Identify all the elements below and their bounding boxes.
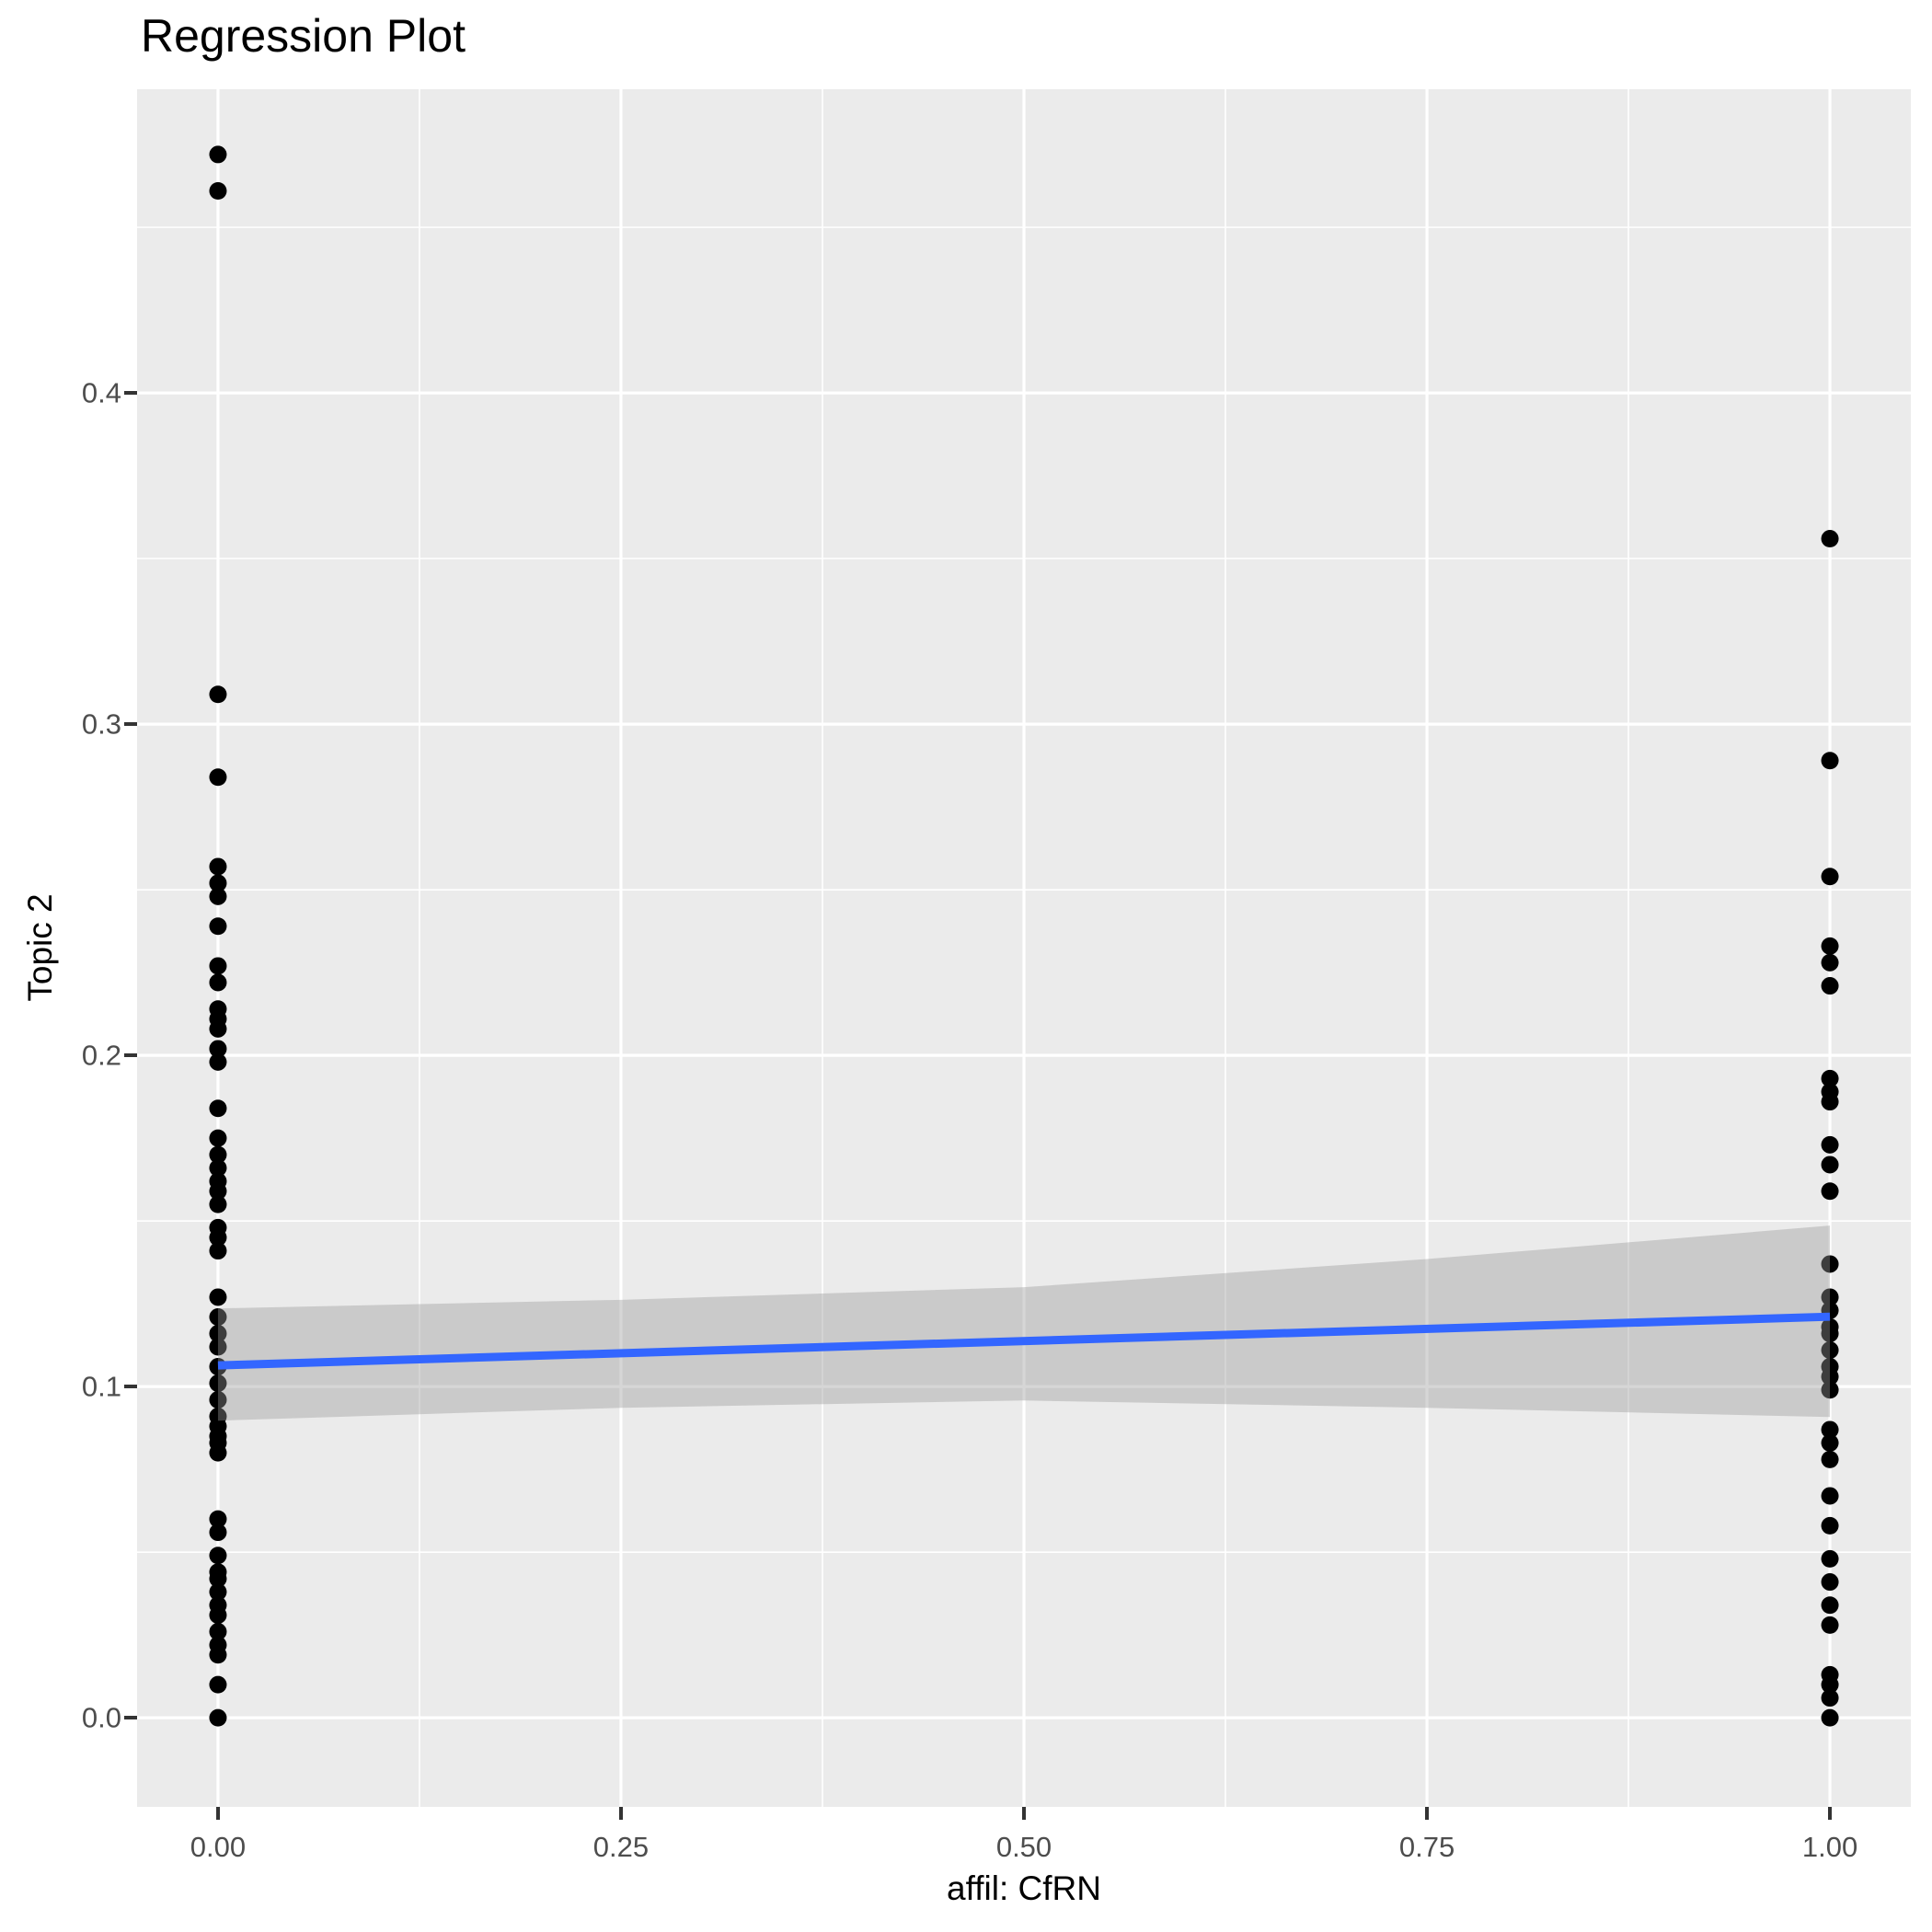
- x-tick-mark: [1425, 1807, 1430, 1820]
- y-tick-label: 0.2: [81, 1039, 121, 1072]
- scatter-point: [1821, 868, 1839, 886]
- y-tick-label: 0.3: [81, 707, 121, 741]
- scatter-point: [209, 1099, 227, 1118]
- scatter-point: [209, 1708, 227, 1727]
- scatter-point: [209, 857, 227, 876]
- scatter-point: [1821, 1708, 1839, 1727]
- scatter-point: [1821, 1182, 1839, 1201]
- scatter-point: [1821, 937, 1839, 955]
- scatter-point: [209, 973, 227, 992]
- y-tick-label: 0.1: [81, 1370, 121, 1403]
- scatter-point: [1821, 1135, 1839, 1154]
- scatter-point: [1821, 1341, 1839, 1360]
- confidence-band: [217, 1225, 1831, 1421]
- scatter-point: [209, 1510, 227, 1528]
- scatter-point: [209, 768, 227, 787]
- x-tick-mark: [1828, 1807, 1833, 1820]
- scatter-point: [209, 1547, 227, 1565]
- scatter-point: [209, 1582, 227, 1601]
- scatter-point: [1821, 953, 1839, 972]
- x-tick-label: 0.75: [1398, 1831, 1455, 1863]
- scatter-point: [1821, 1069, 1839, 1087]
- x-tick-mark: [618, 1807, 623, 1820]
- scatter-point: [1821, 1288, 1839, 1306]
- scatter-point: [1821, 1616, 1839, 1634]
- scatter-point: [209, 145, 227, 164]
- scatter-point: [209, 1570, 227, 1588]
- scatter-point: [1821, 1420, 1839, 1439]
- scatter-point: [209, 1524, 227, 1542]
- scatter-point: [209, 1325, 227, 1343]
- scatter-point: [1821, 977, 1839, 995]
- scatter-point: [1821, 1450, 1839, 1468]
- x-tick-label: 1.00: [1801, 1831, 1858, 1863]
- x-tick-label: 0.00: [190, 1831, 247, 1863]
- scatter-point: [1821, 1487, 1839, 1505]
- y-tick-mark: [124, 1385, 137, 1389]
- scatter-point: [209, 887, 227, 905]
- scatter-point: [209, 1374, 227, 1393]
- scatter-point: [209, 1338, 227, 1356]
- y-tick-mark: [124, 391, 137, 396]
- scatter-point: [1821, 1549, 1839, 1568]
- y-tick-mark: [124, 1053, 137, 1058]
- scatter-point: [209, 1129, 227, 1147]
- scatter-point: [209, 917, 227, 936]
- scatter-point: [209, 874, 227, 892]
- scatter-point: [209, 1443, 227, 1462]
- scatter-point: [1821, 1675, 1839, 1694]
- scatter-point: [209, 1040, 227, 1058]
- scatter-point: [1821, 1433, 1839, 1452]
- scatter-point: [1821, 1255, 1839, 1273]
- y-tick-label: 0.4: [81, 376, 121, 409]
- plot-title: Regression Plot: [141, 10, 466, 62]
- scatter-point: [1821, 1573, 1839, 1592]
- scatter-point: [209, 1145, 227, 1164]
- scatter-point: [1821, 530, 1839, 548]
- scatter-point: [209, 1182, 227, 1201]
- scatter-point: [1821, 1093, 1839, 1111]
- scatter-point: [209, 1606, 227, 1625]
- scatter-point: [1821, 1689, 1839, 1708]
- scatter-point: [209, 1646, 227, 1664]
- regression-line: [217, 1312, 1831, 1370]
- scatter-point: [1821, 1367, 1839, 1386]
- x-tick-mark: [1022, 1807, 1026, 1820]
- y-axis-title: Topic 2: [21, 893, 59, 1002]
- scatter-point: [209, 1675, 227, 1694]
- y-tick-label: 0.0: [81, 1701, 121, 1734]
- scatter-point: [1821, 1516, 1839, 1535]
- scatter-point: [209, 1623, 227, 1641]
- scatter-point: [209, 1308, 227, 1327]
- chart-canvas: [137, 89, 1911, 1807]
- scatter-point: [209, 1019, 227, 1038]
- x-axis-title: affil: CfRN: [947, 1869, 1101, 1907]
- scatter-point: [209, 957, 227, 975]
- scatter-point: [209, 1228, 227, 1247]
- scatter-point: [209, 685, 227, 704]
- y-tick-mark: [124, 1716, 137, 1720]
- scatter-point: [1821, 1156, 1839, 1174]
- scatter-point: [209, 1391, 227, 1409]
- scatter-point: [1821, 752, 1839, 770]
- scatter-point: [209, 182, 227, 201]
- scatter-point: [209, 1288, 227, 1306]
- x-tick-label: 0.25: [592, 1831, 650, 1863]
- scatter-point: [1821, 1325, 1839, 1343]
- scatter-point: [209, 1195, 227, 1213]
- x-tick-mark: [215, 1807, 220, 1820]
- x-tick-label: 0.50: [995, 1831, 1052, 1863]
- plot-panel: [137, 89, 1911, 1807]
- scatter-point: [209, 1159, 227, 1178]
- scatter-point: [209, 1052, 227, 1071]
- y-tick-mark: [124, 722, 137, 727]
- scatter-point: [1821, 1381, 1839, 1399]
- scatter-point: [1821, 1596, 1839, 1615]
- scatter-point: [209, 1242, 227, 1260]
